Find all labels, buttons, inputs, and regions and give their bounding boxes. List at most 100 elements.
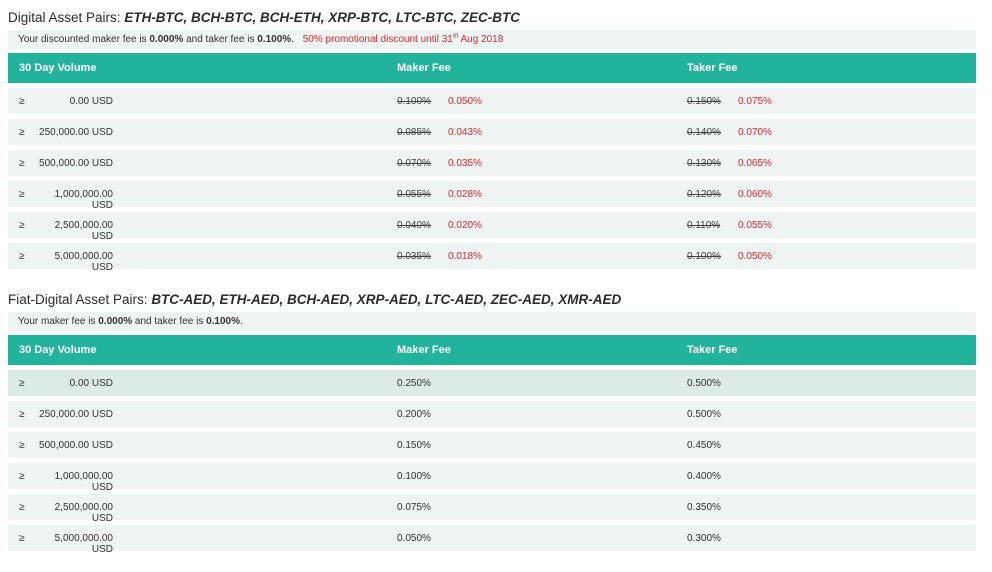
maker-fee-cell: 0.050%: [397, 533, 431, 544]
promo-text: 50% promotional discount until 31: [302, 34, 453, 45]
taker-fee-original: 0.130%: [687, 158, 721, 169]
table-header: 30 Day Volume Maker Fee Taker Fee: [8, 335, 976, 365]
maker-fee-discounted: 0.043%: [448, 127, 482, 138]
table-row: ≥500,000.00 USD 0.150% 0.450%: [8, 432, 976, 458]
maker-fee-discounted: 0.018%: [448, 251, 482, 262]
volume-cell: 1,000,000.00 USD: [54, 189, 113, 211]
notice-text: and taker fee is: [183, 34, 258, 45]
taker-fee-cell: 0.500%: [687, 409, 721, 420]
table-row: ≥500,000.00 USD 0.070% 0.035% 0.130% 0.065%: [8, 150, 976, 176]
maker-fee-original: 0.070%: [397, 158, 431, 169]
taker-fee-cell: 0.450%: [687, 440, 721, 451]
volume-cell: 500,000.00 USD: [39, 440, 113, 451]
taker-fee-cell: 0.300%: [687, 533, 721, 544]
notice-text: and taker fee is: [132, 316, 207, 327]
notice-maker-fee: 0.000%: [98, 316, 133, 327]
gte-symbol: ≥: [19, 502, 25, 513]
maker-fee-discounted: 0.050%: [448, 96, 482, 107]
fee-notice: Your discounted maker fee is 0.000% and …: [8, 30, 976, 49]
section-title-prefix: Digital Asset Pairs:: [8, 10, 121, 25]
taker-fee-cell: 0.400%: [687, 471, 721, 482]
table-header: 30 Day Volume Maker Fee Taker Fee: [8, 53, 976, 83]
header-volume: 30 Day Volume: [19, 62, 97, 74]
header-maker-fee: Maker Fee: [397, 344, 451, 356]
table-row: ≥5,000,000.00 USD 0.050% 0.300%: [8, 525, 976, 555]
taker-fee-original: 0.100%: [687, 251, 721, 262]
promo-end: Aug 2018: [458, 34, 504, 45]
gte-symbol: ≥: [19, 409, 25, 420]
gte-symbol: ≥: [19, 189, 25, 200]
maker-fee-cell: 0.250%: [397, 378, 431, 389]
volume-cell: 0.00 USD: [69, 96, 113, 107]
taker-fee-discounted: 0.065%: [738, 158, 772, 169]
maker-fee-discounted: 0.020%: [448, 220, 482, 231]
maker-fee-cell: 0.100%: [397, 471, 431, 482]
table-row: ≥0.00 USD 0.100% 0.050% 0.150% 0.075%: [8, 88, 976, 114]
volume-cell: 0.00 USD: [69, 378, 113, 389]
taker-fee-discounted: 0.060%: [738, 189, 772, 200]
taker-fee-original: 0.110%: [687, 220, 721, 231]
volume-cell: 1,000,000.00 USD: [54, 471, 113, 493]
taker-fee-cell: 0.350%: [687, 502, 721, 513]
maker-fee-cell: 0.200%: [397, 409, 431, 420]
promo-sup: st: [452, 32, 459, 40]
promo-notice: 50% promotional discount until 31st Aug …: [302, 32, 504, 45]
notice-text: .: [291, 34, 294, 45]
table-row: ≥2,500,000.00 USD 0.040% 0.020% 0.110% 0.055…: [8, 212, 976, 242]
notice-taker-fee: 0.100%: [206, 316, 241, 327]
gte-symbol: ≥: [19, 127, 25, 138]
volume-cell: 250,000.00 USD: [39, 127, 113, 138]
table-row: ≥1,000,000.00 USD 0.100% 0.400%: [8, 463, 976, 493]
gte-symbol: ≥: [19, 378, 25, 389]
gte-symbol: ≥: [19, 440, 25, 451]
gte-symbol: ≥: [19, 158, 25, 169]
maker-fee-original: 0.055%: [397, 189, 431, 200]
maker-fee-original: 0.040%: [397, 220, 431, 231]
gte-symbol: ≥: [19, 533, 25, 544]
table-row: ≥2,500,000.00 USD 0.075% 0.350%: [8, 494, 976, 524]
volume-cell: 500,000.00 USD: [39, 158, 113, 169]
section-pairs: BTC-AED, ETH-AED, BCH-AED, XRP-AED, LTC-…: [151, 292, 622, 307]
header-maker-fee: Maker Fee: [397, 62, 451, 74]
gte-symbol: ≥: [19, 471, 25, 482]
gte-symbol: ≥: [19, 251, 25, 262]
header-taker-fee: Taker Fee: [687, 62, 738, 74]
fiat-digital-asset-fees-section: Fiat-Digital Asset Pairs: BTC-AED, ETH-A…: [8, 290, 976, 555]
header-volume: 30 Day Volume: [19, 344, 97, 356]
table-row: ≥1,000,000.00 USD 0.055% 0.028% 0.120% 0.060…: [8, 181, 976, 211]
fee-notice: Your maker fee is 0.000% and taker fee i…: [8, 312, 976, 331]
gte-symbol: ≥: [19, 220, 25, 231]
maker-fee-discounted: 0.028%: [448, 189, 482, 200]
volume-cell: 2,500,000.00 USD: [54, 220, 113, 242]
taker-fee-discounted: 0.050%: [738, 251, 772, 262]
section-title: Digital Asset Pairs: ETH-BTC, BCH-BTC, B…: [8, 8, 976, 30]
maker-fee-original: 0.085%: [397, 127, 431, 138]
notice-text: Your maker fee is: [18, 316, 99, 327]
taker-fee-discounted: 0.055%: [738, 220, 772, 231]
header-taker-fee: Taker Fee: [687, 344, 738, 356]
table-row: ≥0.00 USD 0.250% 0.500%: [8, 370, 976, 396]
volume-cell: 250,000.00 USD: [39, 409, 113, 420]
notice-text: Your discounted maker fee is: [18, 34, 150, 45]
volume-cell: 5,000,000.00 USD: [54, 533, 113, 555]
table-row: ≥5,000,000.00 USD 0.035% 0.018% 0.100% 0.050…: [8, 243, 976, 273]
notice-maker-fee: 0.000%: [149, 34, 184, 45]
maker-fee-cell: 0.075%: [397, 502, 431, 513]
taker-fee-discounted: 0.070%: [738, 127, 772, 138]
volume-cell: 2,500,000.00 USD: [54, 502, 113, 524]
taker-fee-original: 0.150%: [687, 96, 721, 107]
maker-fee-cell: 0.150%: [397, 440, 431, 451]
taker-fee-original: 0.140%: [687, 127, 721, 138]
notice-taker-fee: 0.100%: [257, 34, 292, 45]
section-pairs: ETH-BTC, BCH-BTC, BCH-ETH, XRP-BTC, LTC-…: [124, 10, 521, 25]
section-title: Fiat-Digital Asset Pairs: BTC-AED, ETH-A…: [8, 290, 976, 312]
section-title-prefix: Fiat-Digital Asset Pairs:: [8, 292, 148, 307]
gte-symbol: ≥: [19, 96, 25, 107]
taker-fee-discounted: 0.075%: [738, 96, 772, 107]
notice-text: .: [240, 316, 243, 327]
maker-fee-original: 0.035%: [397, 251, 431, 262]
taker-fee-cell: 0.500%: [687, 378, 721, 389]
digital-asset-fees-section: Digital Asset Pairs: ETH-BTC, BCH-BTC, B…: [8, 8, 976, 273]
table-row: ≥250,000.00 USD 0.200% 0.500%: [8, 401, 976, 427]
maker-fee-original: 0.100%: [397, 96, 431, 107]
